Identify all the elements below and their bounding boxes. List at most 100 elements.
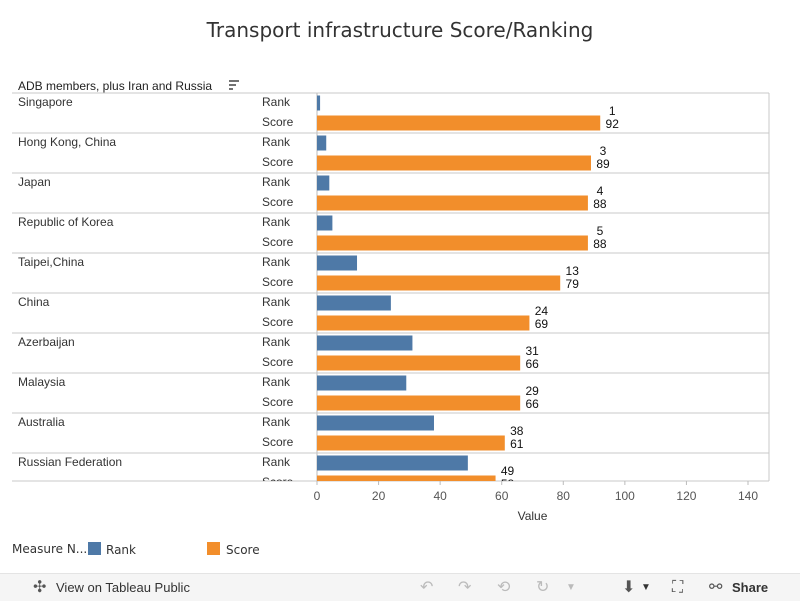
data-label-rank: 5 [597,224,604,238]
measure-label: Rank [262,175,291,189]
data-label-rank: 4 [597,184,604,198]
measure-label: Score [262,475,294,489]
data-label-score: 88 [593,237,607,251]
refresh-dropdown-icon[interactable]: ▼ [566,582,576,593]
measure-label: Score [262,115,294,129]
data-label-score: 66 [526,357,540,371]
bar-rank [317,335,413,351]
data-label-score: 88 [593,197,607,211]
bar-rank [317,255,358,271]
legend-label-rank[interactable]: Rank [106,543,136,557]
data-label-score: 69 [535,317,549,331]
category-label: Hong Kong, China [18,135,116,149]
revert-icon[interactable]: ⟲ [497,579,511,596]
measure-label: Rank [262,455,291,469]
measure-label: Rank [262,215,291,229]
data-label-rank: 13 [566,264,580,278]
share-button[interactable]: Share [732,580,769,595]
data-label-rank: 38 [510,424,524,438]
measure-label: Score [262,275,294,289]
measure-label: Rank [262,335,291,349]
bar-score [317,315,530,331]
x-tick-label: 100 [615,489,635,503]
data-label-score: 79 [566,277,580,291]
refresh-icon[interactable]: ↻ [536,579,550,596]
share-icon[interactable]: ⚯ [709,579,723,596]
x-tick-label: 20 [372,489,386,503]
bar-rank [317,95,321,111]
x-axis-title: Value [518,509,548,523]
bar-score [317,395,521,411]
category-label: Republic of Korea [18,215,114,229]
measure-label: Score [262,195,294,209]
view-on-tableau-link[interactable]: View on Tableau Public [56,580,190,595]
legend-swatch-score [207,542,220,555]
category-label: Malaysia [18,375,66,389]
bar-score [317,155,591,171]
redo-icon[interactable]: ↷ [458,579,472,596]
x-tick-label: 120 [676,489,696,503]
undo-icon[interactable]: ↶ [420,579,434,596]
category-label: Azerbaijan [18,335,75,349]
category-label: Japan [18,175,51,189]
download-icon[interactable]: ⬇ [622,579,636,596]
data-label-rank: 1 [609,104,616,118]
category-label: China [18,295,50,309]
bar-score [317,275,561,291]
data-label-score: 61 [510,437,524,451]
category-label: Australia [18,415,65,429]
measure-label: Rank [262,295,291,309]
data-label-rank: 31 [526,344,540,358]
download-dropdown-icon[interactable]: ▼ [641,582,651,593]
data-label-score: 66 [526,397,540,411]
measure-label: Score [262,155,294,169]
plot-area: Singapore Rank Score 192 Hong Kong, China Ran… [12,95,769,491]
measure-label: Rank [262,95,291,109]
measure-label: Score [262,395,294,409]
legend-swatch-rank [88,542,101,555]
tableau-toolbar: ✣ View on Tableau Public ↶ ↷ ⟲ ↻ ▼ ⬇ ▼ ⛶… [0,573,800,601]
bar-chart: ADB members, plus Iran and Russia Singapo… [12,79,770,523]
sort-icon [229,80,239,90]
bar-score [317,355,521,371]
legend-title: Measure N... [12,542,88,556]
data-label-rank: 49 [501,464,515,478]
bar-score [317,115,601,131]
tableau-logo-icon: ✣ [33,579,47,596]
bar-score [317,475,496,481]
measure-label: Rank [262,135,291,149]
x-tick-label: 140 [738,489,758,503]
bar-score [317,195,588,211]
bar-score [317,235,588,251]
data-label-rank: 3 [600,144,607,158]
category-label: Russian Federation [18,455,122,469]
bar-rank [317,215,333,231]
x-tick-label: 80 [557,489,571,503]
bar-rank [317,375,407,391]
measure-label: Rank [262,415,291,429]
category-label: Singapore [18,95,73,109]
bar-rank [317,295,391,311]
data-label-rank: 29 [526,384,540,398]
measure-label: Score [262,355,294,369]
chart-title: Transport infrastructure Score/Ranking [206,18,594,42]
category-label: Taipei,China [18,255,84,269]
measure-label: Score [262,435,294,449]
measure-label: Rank [262,375,291,389]
bar-rank [317,455,468,471]
legend-label-score[interactable]: Score [226,543,260,557]
fullscreen-icon[interactable]: ⛶ [672,579,684,596]
x-tick-label: 0 [314,489,321,503]
bar-rank [317,415,434,431]
data-label-rank: 24 [535,304,549,318]
x-tick-label: 40 [433,489,447,503]
bar-rank [317,135,327,151]
data-label-score: 92 [606,117,620,131]
bar-score [317,435,505,451]
data-label-score: 89 [596,157,610,171]
bar-rank [317,175,330,191]
row-header-label: ADB members, plus Iran and Russia [18,79,212,93]
data-label-score: 58 [501,477,515,491]
measure-label: Rank [262,255,291,269]
measure-label: Score [262,315,294,329]
